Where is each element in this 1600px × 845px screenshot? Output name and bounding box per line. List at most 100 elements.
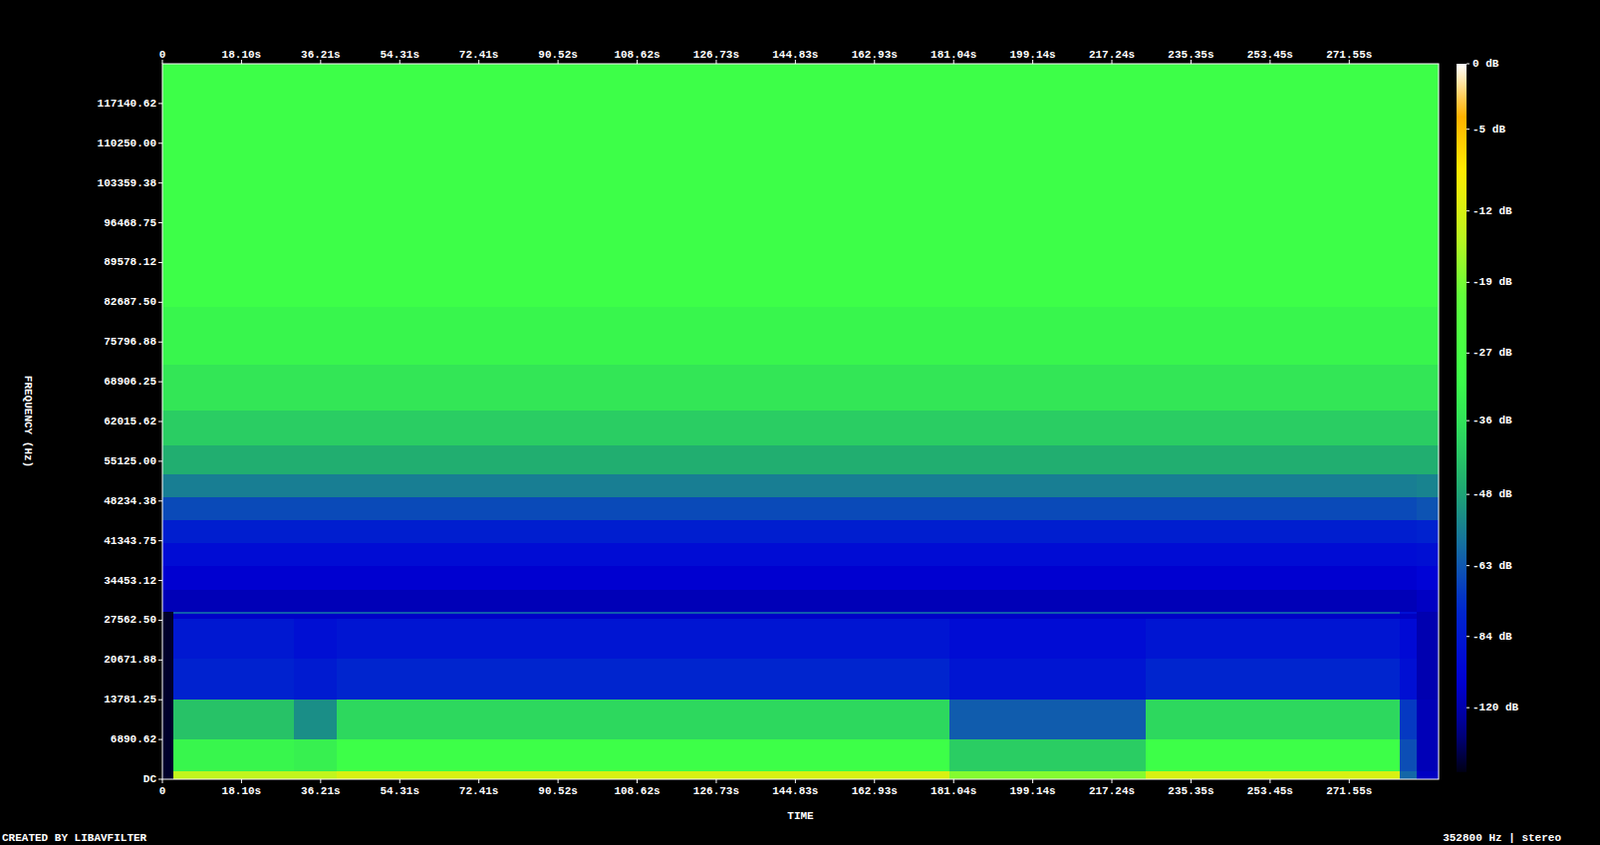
x-tick: [1348, 779, 1350, 784]
colorbar-tick: [1466, 352, 1470, 354]
cell: [162, 770, 175, 780]
cell: [949, 698, 1147, 740]
colorbar-label: -27 dB: [1472, 346, 1513, 359]
cell: [1145, 444, 1400, 475]
x-tick-label: 162.93s: [851, 785, 898, 798]
y-tick: [158, 421, 163, 423]
cell: [173, 588, 294, 612]
chart-root: 0018.10s18.10s36.21s36.21s54.31s54.31s72…: [0, 0, 1600, 845]
cell: [1399, 588, 1418, 612]
x-tick-label: 162.93s: [851, 48, 898, 61]
cell: [173, 444, 294, 475]
cell: [1416, 305, 1439, 364]
y-tick-label: 68906.25: [103, 375, 157, 388]
cell: [1416, 770, 1439, 780]
cell: [949, 542, 1147, 567]
y-tick-label: 117140.62: [97, 97, 157, 110]
y-tick-label: 89578.12: [103, 256, 157, 268]
x-tick-label: 271.55s: [1326, 785, 1372, 798]
colorbar: [1456, 63, 1467, 773]
cell: [162, 473, 175, 498]
cell: [162, 613, 175, 619]
cell: [336, 698, 950, 740]
cell: [1416, 444, 1439, 475]
colorbar-label: -84 dB: [1472, 630, 1513, 643]
cell: [1145, 542, 1400, 567]
cell: [1416, 617, 1439, 659]
cell: [293, 444, 338, 475]
cell: [173, 496, 294, 521]
cell: [293, 363, 338, 411]
y-tick: [158, 182, 163, 184]
cell: [293, 496, 338, 521]
x-tick-label: 181.04s: [930, 785, 977, 798]
colorbar-tick: [1466, 420, 1470, 422]
x-tick-label: 108.62s: [613, 48, 660, 61]
y-tick: [158, 699, 163, 701]
x-tick-label: 126.73s: [693, 48, 740, 61]
y-tick: [158, 500, 163, 502]
cell: [293, 770, 338, 780]
cell: [949, 770, 1147, 780]
cell: [162, 542, 175, 567]
y-tick: [158, 619, 163, 621]
x-tick-label: 18.10s: [222, 785, 263, 798]
cell: [949, 617, 1147, 659]
cell: [1145, 363, 1400, 411]
x-tick-label: 217.24s: [1088, 785, 1135, 798]
x-tick-label: 90.52s: [537, 785, 578, 798]
cell: [336, 542, 950, 567]
x-tick-label: 90.52s: [537, 48, 578, 61]
cell: [1145, 588, 1400, 612]
x-tick-label: 108.62s: [613, 785, 660, 798]
y-tick-label: 110250.00: [97, 137, 157, 150]
cell: [1399, 444, 1418, 475]
cell: [336, 63, 950, 307]
cell: [173, 305, 294, 364]
cell: [949, 657, 1147, 699]
x-tick-label: 54.31s: [379, 785, 420, 798]
x-tick-label: 253.45s: [1247, 785, 1294, 798]
x-tick-label: 235.35s: [1167, 48, 1214, 61]
cell: [336, 520, 950, 544]
cell: [336, 588, 950, 612]
colorbar-label: -120 dB: [1472, 701, 1520, 714]
x-tick-label: 144.83s: [772, 785, 818, 798]
y-tick-label: 103359.38: [97, 177, 158, 190]
y-tick: [158, 301, 163, 303]
cell: [173, 770, 294, 780]
y-tick-label: 6890.62: [110, 733, 157, 746]
y-tick: [158, 262, 163, 264]
cell: [162, 63, 175, 307]
cell: [1416, 520, 1439, 544]
cell: [173, 410, 294, 446]
cell: [162, 565, 175, 590]
cell: [1399, 617, 1418, 659]
cell: [293, 698, 338, 740]
footer-text: CREATED BY LIBAVFILTER: [1, 831, 148, 844]
cell: [1145, 617, 1400, 659]
cell: [336, 613, 950, 619]
cell: [1416, 473, 1439, 498]
y-tick: [158, 381, 163, 383]
y-tick: [158, 579, 163, 581]
cell: [173, 473, 294, 498]
cell: [173, 565, 294, 590]
colorbar-tick: [1466, 707, 1470, 709]
cell: [1145, 63, 1400, 307]
spectrogram: 0018.10s18.10s36.21s36.21s54.31s54.31s72…: [0, 0, 1600, 845]
colorbar-tick: [1466, 210, 1470, 212]
cell: [162, 698, 175, 740]
y-tick-label: DC: [143, 773, 158, 786]
cell: [949, 588, 1147, 612]
cell: [162, 588, 175, 612]
x-tick-label: 0: [159, 785, 167, 798]
cell: [293, 473, 338, 498]
cell: [173, 617, 294, 659]
x-tick-label: 72.41s: [459, 785, 500, 798]
x-tick: [1111, 779, 1113, 784]
cell: [336, 496, 950, 521]
cell: [293, 305, 338, 364]
y-tick-label: 27562.50: [103, 613, 157, 626]
y-tick: [158, 539, 163, 541]
